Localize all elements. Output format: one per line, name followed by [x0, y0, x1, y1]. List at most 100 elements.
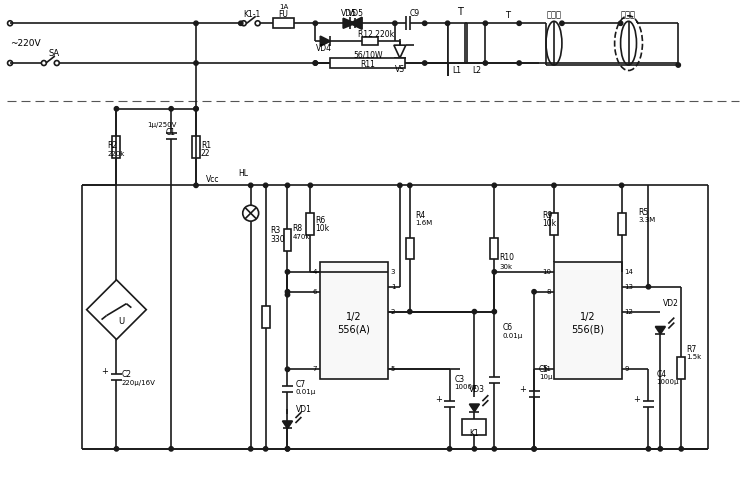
Text: +: + [633, 395, 641, 403]
Text: R8: R8 [292, 223, 303, 233]
Text: 10μ: 10μ [539, 374, 553, 380]
Circle shape [313, 61, 318, 65]
Bar [468, 23, 486, 63]
Text: ~220V: ~220V [10, 39, 41, 48]
Polygon shape [283, 421, 292, 429]
Text: 1: 1 [391, 284, 395, 290]
Text: 220μ/16V: 220μ/16V [122, 380, 155, 386]
Bar [307, 213, 314, 235]
Text: 30k: 30k [499, 264, 513, 270]
Text: 6: 6 [313, 289, 317, 295]
Text: R11: R11 [360, 60, 375, 68]
Circle shape [552, 183, 557, 187]
Text: C1: C1 [166, 128, 176, 137]
Text: 5: 5 [391, 367, 395, 372]
Text: 0.01μ: 0.01μ [502, 334, 522, 339]
Text: C5: C5 [539, 365, 549, 374]
Circle shape [492, 447, 497, 451]
Text: 330: 330 [271, 235, 285, 244]
Text: C2: C2 [122, 370, 131, 379]
Circle shape [285, 367, 289, 371]
Bar [330, 58, 405, 68]
Text: 1μ/250V: 1μ/250V [147, 122, 176, 128]
Text: R4: R4 [415, 211, 425, 219]
Text: R3: R3 [271, 226, 280, 235]
Circle shape [646, 447, 651, 451]
Circle shape [532, 447, 536, 451]
Circle shape [308, 183, 313, 187]
Circle shape [517, 21, 521, 26]
Circle shape [194, 183, 198, 187]
Circle shape [492, 270, 497, 274]
Bar [283, 229, 292, 251]
Circle shape [248, 447, 253, 451]
Bar [320, 262, 388, 379]
Circle shape [532, 447, 536, 451]
Circle shape [532, 290, 536, 294]
Circle shape [248, 183, 253, 187]
Text: VD5: VD5 [341, 9, 357, 18]
Text: VD5: VD5 [348, 9, 364, 18]
Text: R12 220k: R12 220k [358, 30, 394, 39]
Circle shape [407, 309, 412, 314]
Text: C7: C7 [295, 380, 306, 389]
Text: R5: R5 [639, 208, 649, 216]
Circle shape [472, 309, 477, 314]
Circle shape [285, 447, 289, 451]
Circle shape [658, 447, 662, 451]
Bar [113, 136, 120, 158]
Circle shape [194, 107, 198, 111]
Bar [490, 238, 498, 259]
Text: SA: SA [48, 49, 60, 58]
Text: 臭氧管: 臭氧管 [621, 11, 636, 20]
Circle shape [263, 183, 268, 187]
Text: C6: C6 [502, 323, 513, 332]
Bar [362, 37, 378, 45]
Text: K1: K1 [469, 430, 479, 438]
Circle shape [483, 21, 488, 26]
Text: R2: R2 [107, 141, 118, 150]
Circle shape [398, 183, 402, 187]
Bar [272, 18, 295, 28]
Text: 220k: 220k [107, 151, 125, 156]
Circle shape [239, 21, 243, 26]
Circle shape [285, 447, 289, 451]
Circle shape [618, 21, 623, 26]
Text: C3: C3 [454, 375, 465, 384]
Text: 1.6M: 1.6M [415, 220, 432, 226]
Text: 9: 9 [624, 367, 629, 372]
Circle shape [194, 21, 198, 26]
Text: VD2: VD2 [663, 299, 679, 308]
Text: VS: VS [395, 64, 405, 73]
Text: HL: HL [239, 169, 248, 178]
Circle shape [679, 447, 683, 451]
Text: 3.3M: 3.3M [639, 217, 656, 223]
Circle shape [492, 309, 497, 314]
Circle shape [114, 107, 119, 111]
Circle shape [285, 290, 289, 294]
Text: 14: 14 [624, 269, 633, 275]
Circle shape [313, 61, 318, 65]
Text: 4: 4 [313, 269, 317, 275]
Text: 556(A): 556(A) [338, 325, 371, 335]
Text: 10k: 10k [542, 218, 557, 228]
Text: 8: 8 [547, 289, 551, 295]
Circle shape [646, 284, 651, 289]
Bar [550, 213, 558, 235]
Bar [463, 419, 486, 435]
Text: 1000μ: 1000μ [656, 379, 679, 385]
Circle shape [285, 293, 289, 297]
Text: 12: 12 [624, 308, 633, 314]
Text: 22: 22 [201, 149, 210, 158]
Text: R7: R7 [686, 345, 697, 354]
Text: 56/10W: 56/10W [354, 51, 383, 60]
Bar [262, 306, 269, 328]
Text: 11: 11 [542, 367, 551, 372]
Polygon shape [343, 18, 355, 28]
Text: 1A: 1A [279, 4, 288, 10]
Circle shape [285, 183, 289, 187]
Circle shape [422, 21, 427, 26]
Text: 0.01μ: 0.01μ [295, 389, 316, 395]
Circle shape [169, 107, 173, 111]
Circle shape [114, 447, 119, 451]
